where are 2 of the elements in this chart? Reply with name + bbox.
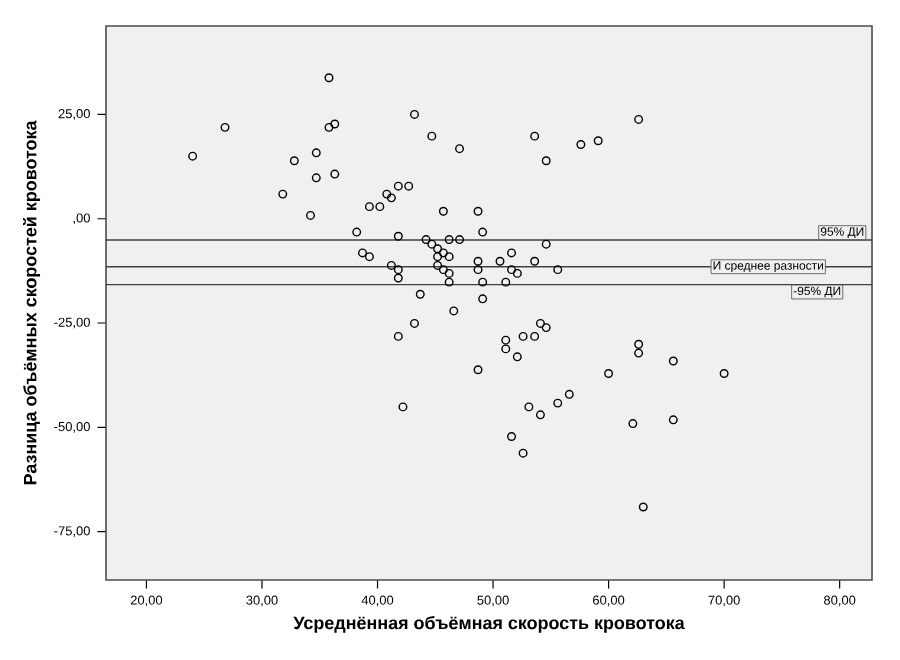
- y-axis-title: Разница объёмных скоростей кровотока: [22, 120, 41, 485]
- x-axis-title: Усреднённая объёмная скорость кровотока: [293, 615, 685, 633]
